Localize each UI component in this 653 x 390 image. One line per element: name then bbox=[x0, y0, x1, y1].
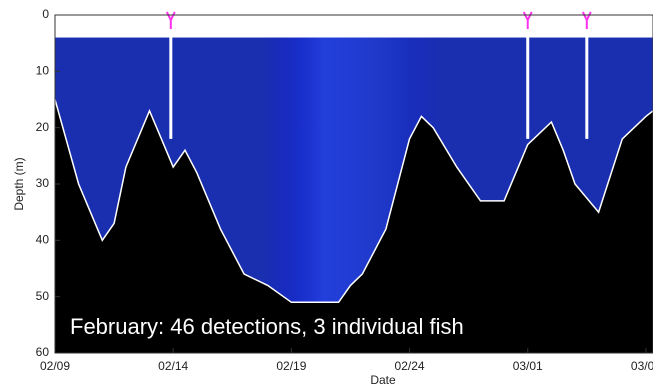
y-axis-label: Depth (m) bbox=[12, 157, 26, 210]
x-tick-label: 02/19 bbox=[276, 359, 306, 373]
y-tick-label: 20 bbox=[36, 120, 50, 134]
y-tick-label: 0 bbox=[42, 7, 49, 21]
y-tick-label: 60 bbox=[36, 345, 50, 359]
y-tick-label: 10 bbox=[36, 64, 50, 78]
x-tick-label: 02/24 bbox=[395, 359, 425, 373]
x-axis-label: Date bbox=[370, 373, 396, 387]
plot-area bbox=[55, 12, 653, 353]
x-tick-label: 03/01 bbox=[513, 359, 543, 373]
chart: Depth (m) Date 0 10 20 30 40 50 6002/09 02/14 02… bbox=[0, 0, 653, 390]
x-tick-label: 03/06 bbox=[631, 359, 653, 373]
x-tick-label: 02/14 bbox=[158, 359, 188, 373]
annotation: February: 46 detections, 3 individual fi… bbox=[70, 314, 464, 339]
x-tick-label: 02/09 bbox=[40, 359, 70, 373]
y-tick-label: 50 bbox=[36, 289, 50, 303]
y-tick-label: 40 bbox=[36, 233, 50, 247]
y-tick-label: 30 bbox=[36, 176, 50, 190]
